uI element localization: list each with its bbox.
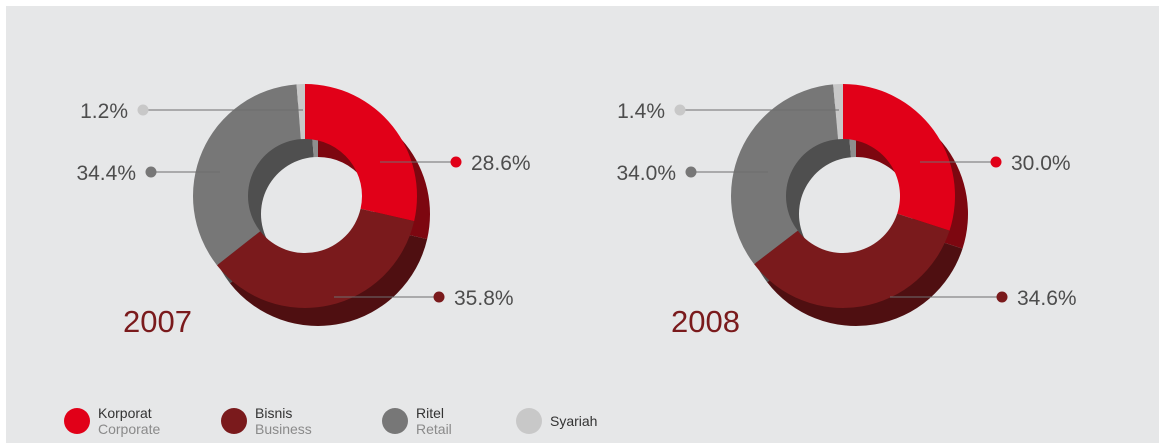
legend-swatch-syariah	[516, 408, 542, 434]
data-label-syariah-2008: 1.4%	[617, 100, 665, 123]
legend-label-secondary: Corporate	[98, 421, 161, 437]
leader-dot-business-2007	[433, 291, 445, 303]
legend-label-primary: Korporat	[98, 405, 152, 421]
legend-swatch-corporate	[64, 408, 90, 434]
data-label-business-2008: 34.6%	[1017, 287, 1077, 310]
data-label-corporate-2007: 28.6%	[471, 152, 531, 175]
donut-slice-syariah-2007	[296, 84, 305, 140]
chart-panel: 28.6% 35.8% 34.4% 1.2% 2007 30.0% 34.6% 34.0% 1.…	[6, 6, 1159, 443]
donut-slice-business-2007	[216, 208, 415, 308]
leader-dot-corporate-2007	[450, 156, 462, 168]
leader-dot-business-2008	[996, 291, 1008, 303]
leader-dot-syariah-2008	[674, 104, 686, 116]
legend-swatch-retail	[382, 408, 408, 434]
legend-label-secondary: Business	[255, 421, 312, 437]
data-label-syariah-2007: 1.2%	[80, 100, 128, 123]
legend-label-primary: Syariah	[550, 413, 598, 429]
donut-slice-corporate-2008	[843, 84, 955, 231]
legend-label-secondary: Retail	[416, 421, 452, 437]
chart-year-label-2008: 2008	[671, 304, 740, 339]
donut-slice-syariah-2008	[833, 84, 843, 140]
leader-dot-corporate-2008	[990, 156, 1002, 168]
donut-slice-business-2008	[754, 213, 950, 308]
donut-slice-retail-2007	[193, 84, 301, 266]
chart-year-label-2007: 2007	[123, 304, 192, 339]
data-label-retail-2008: 34.0%	[616, 162, 676, 185]
leader-dot-retail-2008	[685, 166, 697, 178]
data-label-business-2007: 35.8%	[454, 287, 514, 310]
leader-dot-syariah-2007	[137, 104, 149, 116]
legend-swatch-business	[221, 408, 247, 434]
donut-slice-corporate-2007	[305, 84, 417, 222]
data-label-corporate-2008: 30.0%	[1011, 152, 1071, 175]
data-label-retail-2007: 34.4%	[76, 162, 136, 185]
legend-label-primary: Ritel	[416, 405, 445, 421]
leader-dot-retail-2007	[145, 166, 157, 178]
donut-charts: 28.6% 35.8% 34.4% 1.2% 2007 30.0% 34.6% 34.0% 1.…	[76, 84, 1077, 339]
donut-slice-retail-2008	[731, 84, 838, 265]
legend-label-primary: Bisnis	[255, 405, 293, 421]
